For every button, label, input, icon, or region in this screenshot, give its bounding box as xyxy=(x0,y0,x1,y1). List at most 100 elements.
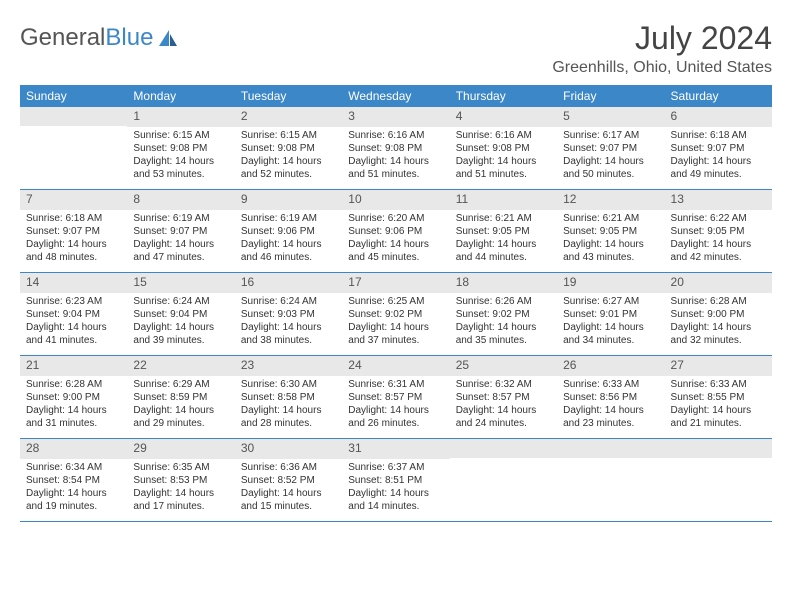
day-body: Sunrise: 6:33 AMSunset: 8:55 PMDaylight:… xyxy=(665,376,772,434)
day-number: 3 xyxy=(342,107,449,127)
day-cell: 8Sunrise: 6:19 AMSunset: 9:07 PMDaylight… xyxy=(127,190,234,272)
daylight-text: Daylight: 14 hours and 23 minutes. xyxy=(563,404,658,430)
dow-tuesday: Tuesday xyxy=(235,85,342,107)
day-body: Sunrise: 6:27 AMSunset: 9:01 PMDaylight:… xyxy=(557,293,664,351)
sunset-text: Sunset: 9:07 PM xyxy=(563,142,658,155)
daylight-text: Daylight: 14 hours and 34 minutes. xyxy=(563,321,658,347)
day-cell: 11Sunrise: 6:21 AMSunset: 9:05 PMDayligh… xyxy=(450,190,557,272)
sunset-text: Sunset: 9:08 PM xyxy=(348,142,443,155)
day-body: Sunrise: 6:29 AMSunset: 8:59 PMDaylight:… xyxy=(127,376,234,434)
day-body: Sunrise: 6:18 AMSunset: 9:07 PMDaylight:… xyxy=(20,210,127,268)
day-cell: 25Sunrise: 6:32 AMSunset: 8:57 PMDayligh… xyxy=(450,356,557,438)
day-body: Sunrise: 6:17 AMSunset: 9:07 PMDaylight:… xyxy=(557,127,664,185)
day-number xyxy=(450,439,557,458)
week-row: 1Sunrise: 6:15 AMSunset: 9:08 PMDaylight… xyxy=(20,107,772,190)
sunset-text: Sunset: 9:07 PM xyxy=(671,142,766,155)
logo-sail-icon xyxy=(157,28,179,48)
day-cell: 17Sunrise: 6:25 AMSunset: 9:02 PMDayligh… xyxy=(342,273,449,355)
sunrise-text: Sunrise: 6:15 AM xyxy=(133,129,228,142)
day-body: Sunrise: 6:23 AMSunset: 9:04 PMDaylight:… xyxy=(20,293,127,351)
day-cell: 6Sunrise: 6:18 AMSunset: 9:07 PMDaylight… xyxy=(665,107,772,189)
day-cell xyxy=(450,439,557,521)
daylight-text: Daylight: 14 hours and 51 minutes. xyxy=(348,155,443,181)
daylight-text: Daylight: 14 hours and 47 minutes. xyxy=(133,238,228,264)
month-title: July 2024 xyxy=(552,20,772,57)
sunset-text: Sunset: 9:07 PM xyxy=(133,225,228,238)
day-body: Sunrise: 6:36 AMSunset: 8:52 PMDaylight:… xyxy=(235,459,342,517)
dow-monday: Monday xyxy=(127,85,234,107)
day-body: Sunrise: 6:25 AMSunset: 9:02 PMDaylight:… xyxy=(342,293,449,351)
daylight-text: Daylight: 14 hours and 37 minutes. xyxy=(348,321,443,347)
day-cell: 24Sunrise: 6:31 AMSunset: 8:57 PMDayligh… xyxy=(342,356,449,438)
day-cell: 15Sunrise: 6:24 AMSunset: 9:04 PMDayligh… xyxy=(127,273,234,355)
day-cell: 27Sunrise: 6:33 AMSunset: 8:55 PMDayligh… xyxy=(665,356,772,438)
calendar: Sunday Monday Tuesday Wednesday Thursday… xyxy=(20,85,772,522)
day-body: Sunrise: 6:26 AMSunset: 9:02 PMDaylight:… xyxy=(450,293,557,351)
daylight-text: Daylight: 14 hours and 41 minutes. xyxy=(26,321,121,347)
day-cell xyxy=(665,439,772,521)
sunset-text: Sunset: 9:05 PM xyxy=(456,225,551,238)
daylight-text: Daylight: 14 hours and 26 minutes. xyxy=(348,404,443,430)
daylight-text: Daylight: 14 hours and 46 minutes. xyxy=(241,238,336,264)
sunset-text: Sunset: 8:54 PM xyxy=(26,474,121,487)
sunset-text: Sunset: 9:03 PM xyxy=(241,308,336,321)
daylight-text: Daylight: 14 hours and 44 minutes. xyxy=(456,238,551,264)
day-body: Sunrise: 6:33 AMSunset: 8:56 PMDaylight:… xyxy=(557,376,664,434)
day-cell xyxy=(557,439,664,521)
daylight-text: Daylight: 14 hours and 32 minutes. xyxy=(671,321,766,347)
day-body: Sunrise: 6:32 AMSunset: 8:57 PMDaylight:… xyxy=(450,376,557,434)
day-body: Sunrise: 6:30 AMSunset: 8:58 PMDaylight:… xyxy=(235,376,342,434)
daylight-text: Daylight: 14 hours and 49 minutes. xyxy=(671,155,766,181)
sunrise-text: Sunrise: 6:22 AM xyxy=(671,212,766,225)
sunrise-text: Sunrise: 6:19 AM xyxy=(241,212,336,225)
day-number: 4 xyxy=(450,107,557,127)
daylight-text: Daylight: 14 hours and 38 minutes. xyxy=(241,321,336,347)
day-number: 25 xyxy=(450,356,557,376)
sunrise-text: Sunrise: 6:23 AM xyxy=(26,295,121,308)
day-number: 6 xyxy=(665,107,772,127)
daylight-text: Daylight: 14 hours and 17 minutes. xyxy=(133,487,228,513)
day-cell: 12Sunrise: 6:21 AMSunset: 9:05 PMDayligh… xyxy=(557,190,664,272)
day-number: 14 xyxy=(20,273,127,293)
sunrise-text: Sunrise: 6:28 AM xyxy=(26,378,121,391)
dow-thursday: Thursday xyxy=(450,85,557,107)
dow-friday: Friday xyxy=(557,85,664,107)
day-number: 8 xyxy=(127,190,234,210)
sunset-text: Sunset: 8:53 PM xyxy=(133,474,228,487)
day-cell: 3Sunrise: 6:16 AMSunset: 9:08 PMDaylight… xyxy=(342,107,449,189)
sunrise-text: Sunrise: 6:17 AM xyxy=(563,129,658,142)
week-row: 7Sunrise: 6:18 AMSunset: 9:07 PMDaylight… xyxy=(20,190,772,273)
header: GeneralBlue July 2024 Greenhills, Ohio, … xyxy=(20,20,772,77)
day-number: 23 xyxy=(235,356,342,376)
sunrise-text: Sunrise: 6:16 AM xyxy=(456,129,551,142)
day-body: Sunrise: 6:19 AMSunset: 9:07 PMDaylight:… xyxy=(127,210,234,268)
day-number: 2 xyxy=(235,107,342,127)
day-cell: 1Sunrise: 6:15 AMSunset: 9:08 PMDaylight… xyxy=(127,107,234,189)
sunrise-text: Sunrise: 6:35 AM xyxy=(133,461,228,474)
sunset-text: Sunset: 9:06 PM xyxy=(241,225,336,238)
sunrise-text: Sunrise: 6:25 AM xyxy=(348,295,443,308)
daylight-text: Daylight: 14 hours and 28 minutes. xyxy=(241,404,336,430)
day-number: 26 xyxy=(557,356,664,376)
sunrise-text: Sunrise: 6:19 AM xyxy=(133,212,228,225)
day-body: Sunrise: 6:28 AMSunset: 9:00 PMDaylight:… xyxy=(665,293,772,351)
weeks-container: 1Sunrise: 6:15 AMSunset: 9:08 PMDaylight… xyxy=(20,107,772,522)
sunrise-text: Sunrise: 6:29 AM xyxy=(133,378,228,391)
sunrise-text: Sunrise: 6:32 AM xyxy=(456,378,551,391)
sunset-text: Sunset: 9:08 PM xyxy=(241,142,336,155)
day-number: 13 xyxy=(665,190,772,210)
day-cell: 16Sunrise: 6:24 AMSunset: 9:03 PMDayligh… xyxy=(235,273,342,355)
day-number: 20 xyxy=(665,273,772,293)
day-number: 12 xyxy=(557,190,664,210)
sunrise-text: Sunrise: 6:21 AM xyxy=(456,212,551,225)
day-body: Sunrise: 6:15 AMSunset: 9:08 PMDaylight:… xyxy=(235,127,342,185)
sunset-text: Sunset: 8:56 PM xyxy=(563,391,658,404)
sunset-text: Sunset: 9:04 PM xyxy=(133,308,228,321)
day-number: 10 xyxy=(342,190,449,210)
day-number: 9 xyxy=(235,190,342,210)
location: Greenhills, Ohio, United States xyxy=(552,59,772,77)
dow-row: Sunday Monday Tuesday Wednesday Thursday… xyxy=(20,85,772,107)
sunrise-text: Sunrise: 6:36 AM xyxy=(241,461,336,474)
day-cell: 30Sunrise: 6:36 AMSunset: 8:52 PMDayligh… xyxy=(235,439,342,521)
title-block: July 2024 Greenhills, Ohio, United State… xyxy=(552,20,772,77)
